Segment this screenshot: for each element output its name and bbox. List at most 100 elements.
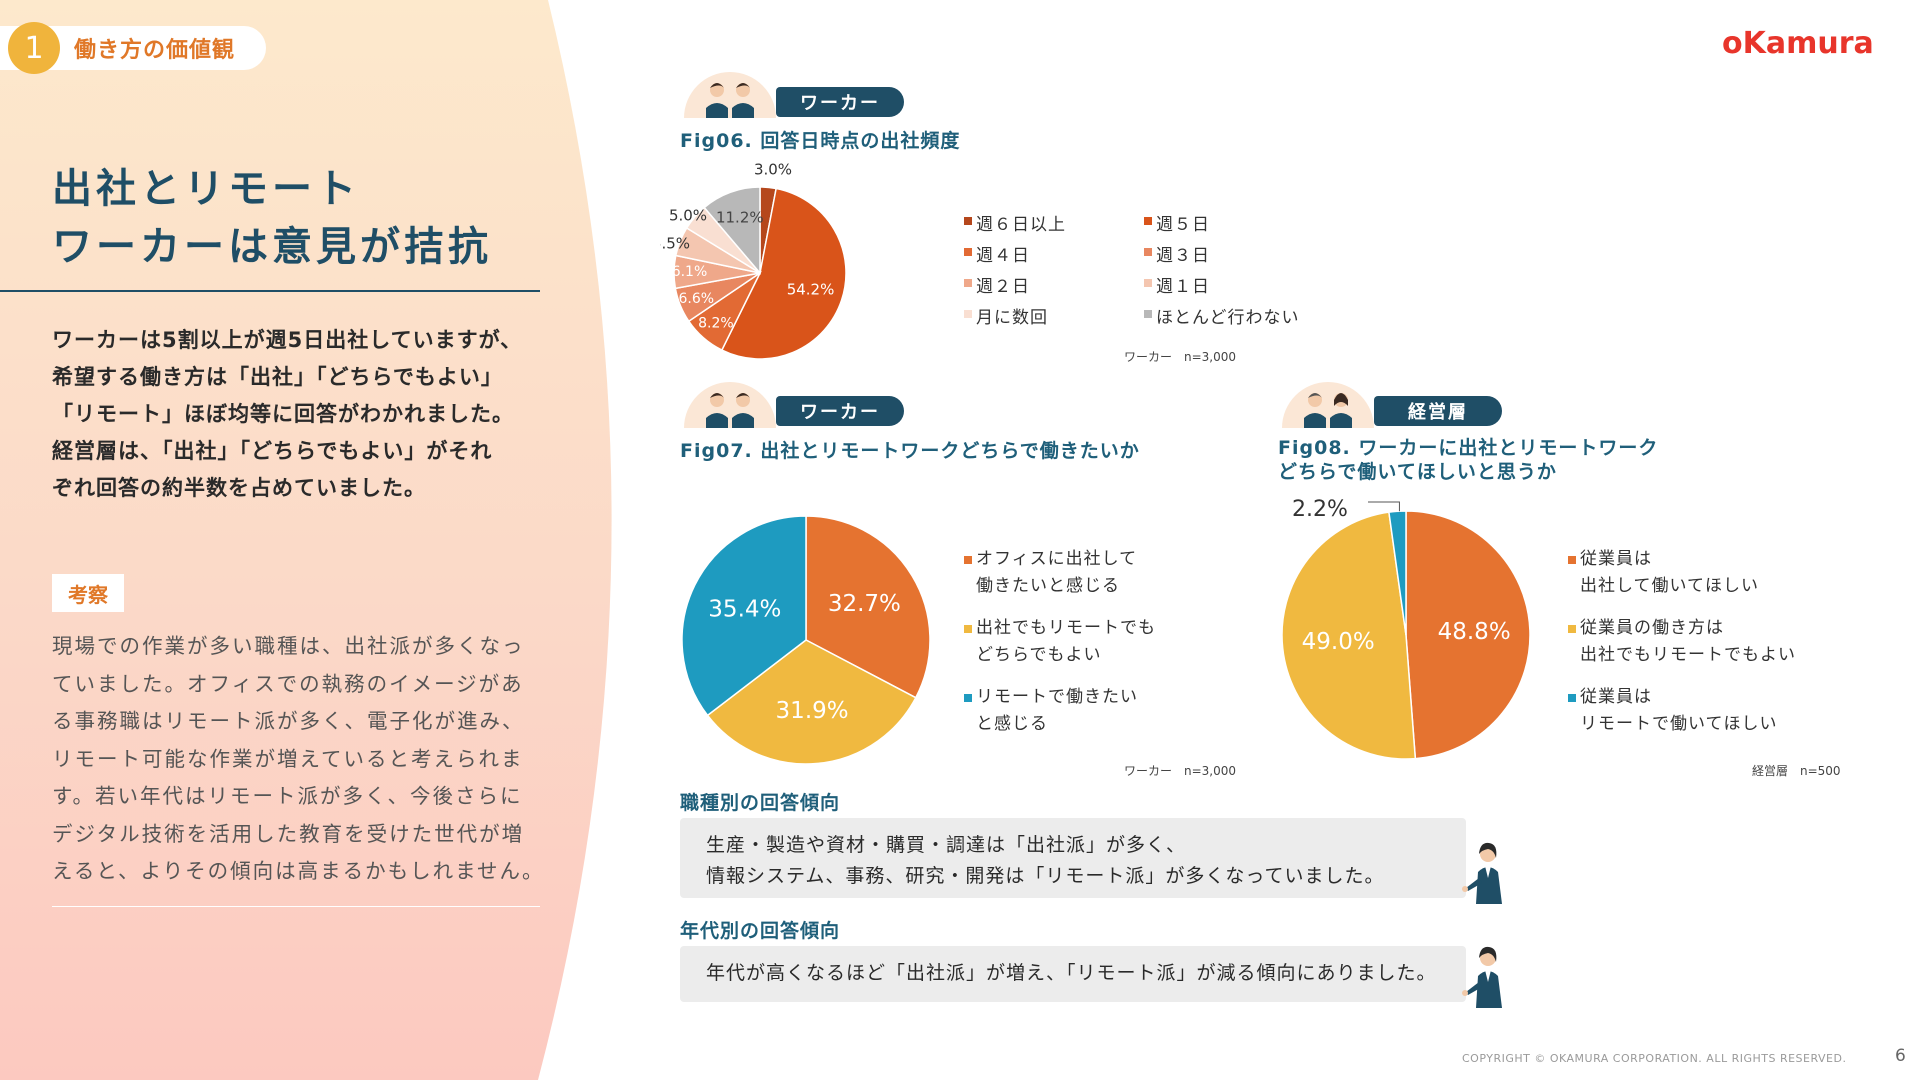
fig06-sample-note: ワーカー n=3,000	[1124, 350, 1237, 364]
legend-entry: 従業員の働き方は 出社でもリモートでもよい	[1568, 615, 1796, 669]
legend-label: 週５日	[1156, 215, 1210, 235]
worker-avatars-icon	[684, 382, 776, 428]
legend-entry: 従業員は リモートで働いてほしい	[1568, 684, 1778, 738]
worker-role-pill-fig07: ワーカー	[776, 396, 904, 426]
pie-data-label: 3.0%	[754, 161, 792, 179]
fig07-sample-note: ワーカー n=3,000	[1124, 764, 1237, 778]
fig06-legend: 週６日以上 週５日週４日 週３日週２日 週１日月に数回 ほとんど行わない	[964, 210, 1324, 330]
fig07-pie-chart: 32.7% 31.9% 35.4%	[681, 515, 931, 765]
legend-swatch	[1568, 694, 1576, 702]
fig06-title: Fig06. 回答日時点の出社頻度	[680, 130, 961, 152]
pie-slice	[1388, 510, 1407, 636]
age-trend-line: 年代が高くなるほど「出社派」が増え、「リモート派」が減る傾向にありました。	[706, 962, 1437, 984]
legend-swatch	[964, 279, 972, 287]
legend-swatch	[964, 217, 972, 225]
legend-label: 週６日以上	[976, 215, 1066, 235]
legend-swatch	[964, 625, 972, 633]
fig06-pie-chart: 3.0% 54.2% 8.2% 6.6% 6.1% 5.5% 5.0% 11.2%	[660, 161, 847, 360]
pie-data-label: 31.9%	[776, 698, 849, 724]
legend-entry: 従業員は 出社して働いてほしい	[1568, 546, 1759, 600]
legend-entry: リモートで働きたい と感じる	[964, 684, 1138, 738]
pie-data-label: 48.8%	[1438, 619, 1511, 645]
legend-swatch	[964, 694, 972, 702]
legend-label: ほとんど行わない	[1156, 308, 1300, 328]
legend-entry: 週１日	[1144, 272, 1210, 297]
legend-entry: 週６日以上	[964, 210, 1066, 235]
legend-swatch	[1144, 248, 1152, 256]
legend-swatch	[964, 556, 972, 564]
fig08-sample-note: 経営層 n=500	[1752, 764, 1841, 778]
legend-swatch	[1144, 217, 1152, 225]
pie-slice	[805, 515, 931, 699]
legend-label: リモートで働きたい と感じる	[976, 687, 1138, 734]
pie-slice	[681, 515, 807, 717]
consideration-line: デジタル技術を活用した教育を受けた世代が増	[52, 821, 525, 846]
occupation-trend-box: 生産・製造や資材・購買・調達は「出社派」が多く、 情報システム、事務、研究・開発…	[680, 818, 1466, 898]
fig08-title: Fig08. ワーカーに出社とリモートワーク どちらで働いてほしいと思うか	[1278, 437, 1659, 483]
pie-data-label: 49.0%	[1302, 629, 1375, 655]
legend-label: 従業員は リモートで働いてほしい	[1580, 687, 1778, 734]
legend-entry: 週４日	[964, 241, 1030, 266]
summary-line: ぞれ回答の約半数を占めていました。	[52, 476, 426, 500]
pie-slice	[720, 187, 847, 360]
legend-label: 従業員の働き方は 出社でもリモートでもよい	[1580, 618, 1796, 665]
legend-label: 週１日	[1156, 277, 1210, 297]
worker-role-pill-fig06: ワーカー	[776, 87, 904, 117]
presenter-woman-icon	[1462, 842, 1502, 904]
page-title: 出社とリモート ワーカーは意見が拮抗	[52, 160, 492, 276]
consideration-line: ていました。オフィスでの執務のイメージがあ	[52, 671, 524, 696]
page-number: 6	[1895, 1046, 1906, 1066]
consideration-line: 現場での作業が多い職種は、出社派が多くなっ	[52, 634, 525, 658]
age-trend-label: 年代別の回答傾向	[680, 920, 841, 942]
legend-swatch	[1144, 310, 1152, 318]
worker-avatars-icon	[684, 72, 776, 118]
consideration-line: る事務職はリモート派が多く、電子化が進み、	[52, 709, 525, 733]
consideration-text: 現場での作業が多い職種は、出社派が多くなっ ていました。オフィスでの執務のイメー…	[52, 628, 572, 891]
consideration-divider	[52, 906, 540, 907]
legend-swatch	[1144, 279, 1152, 287]
pie-data-label: 5.0%	[669, 207, 707, 225]
legend-entry: 週５日	[1144, 210, 1210, 235]
legend-label: 週２日	[976, 277, 1030, 297]
consideration-tag: 考察	[52, 574, 124, 612]
title-divider	[0, 290, 540, 292]
summary-line: ワーカーは5割以上が週5日出社していますが、	[52, 328, 523, 352]
legend-entry: 週３日	[1144, 241, 1210, 266]
legend-label: 週３日	[1156, 246, 1210, 266]
legend-entry: 月に数回	[964, 303, 1048, 328]
consideration-line: す。若い年代はリモート派が多く、今後さらに	[52, 784, 523, 808]
page-title-line-1: 出社とリモート	[52, 166, 360, 212]
legend-entry: ほとんど行わない	[1144, 303, 1300, 328]
legend-swatch	[964, 310, 972, 318]
summary-text: ワーカーは5割以上が週5日出社していますが、 希望する働き方は「出社」「どちらで…	[52, 322, 552, 507]
legend-entry: 週２日	[964, 272, 1030, 297]
summary-line: 希望する働き方は「出社」「どちらでもよい」	[52, 365, 503, 389]
presenter-woman-icon	[1462, 946, 1502, 1008]
pie-slice	[706, 639, 917, 765]
fig08-pie-chart: 48.8% 49.0% 2.2%	[1281, 497, 1531, 760]
pie-data-label: 6.6%	[679, 291, 715, 307]
legend-entry: オフィスに出社して 働きたいと感じる	[964, 546, 1137, 600]
legend-label: 週４日	[976, 246, 1030, 266]
management-avatars-icon	[1282, 382, 1374, 428]
consideration-line: えると、よりその傾向は高まるかもしれません。	[52, 859, 545, 883]
section-badge: 1 働き方の価値観	[0, 22, 266, 74]
fig07-legend: オフィスに出社して 働きたいと感じる 出社でもリモートでも どちらでもよい リモート…	[964, 546, 1204, 746]
pie-data-label: 6.1%	[672, 264, 708, 280]
label-leader-line	[1368, 501, 1400, 512]
pie-slice	[703, 186, 761, 276]
section-number: 1	[8, 22, 60, 74]
legend-swatch	[1568, 625, 1576, 633]
okamura-logo: oKamura	[1722, 26, 1874, 61]
pie-data-label: 35.4%	[708, 596, 781, 622]
legend-swatch	[964, 248, 972, 256]
age-trend-box: 年代が高くなるほど「出社派」が増え、「リモート派」が減る傾向にありました。	[680, 946, 1466, 1002]
pie-data-label: 8.2%	[698, 316, 734, 332]
fig08-legend: 従業員は 出社して働いてほしい従業員の働き方は 出社でもリモートでもよい 従業員は…	[1568, 546, 1868, 746]
summary-line: 「リモート」ほぼ均等に回答がわかれました。	[52, 402, 514, 426]
pie-data-label: 5.5%	[660, 235, 690, 253]
pie-slice	[1281, 511, 1417, 760]
pie-slice	[1405, 510, 1531, 760]
fig07-title: Fig07. 出社とリモートワークどちらで働きたいか	[680, 440, 1140, 462]
